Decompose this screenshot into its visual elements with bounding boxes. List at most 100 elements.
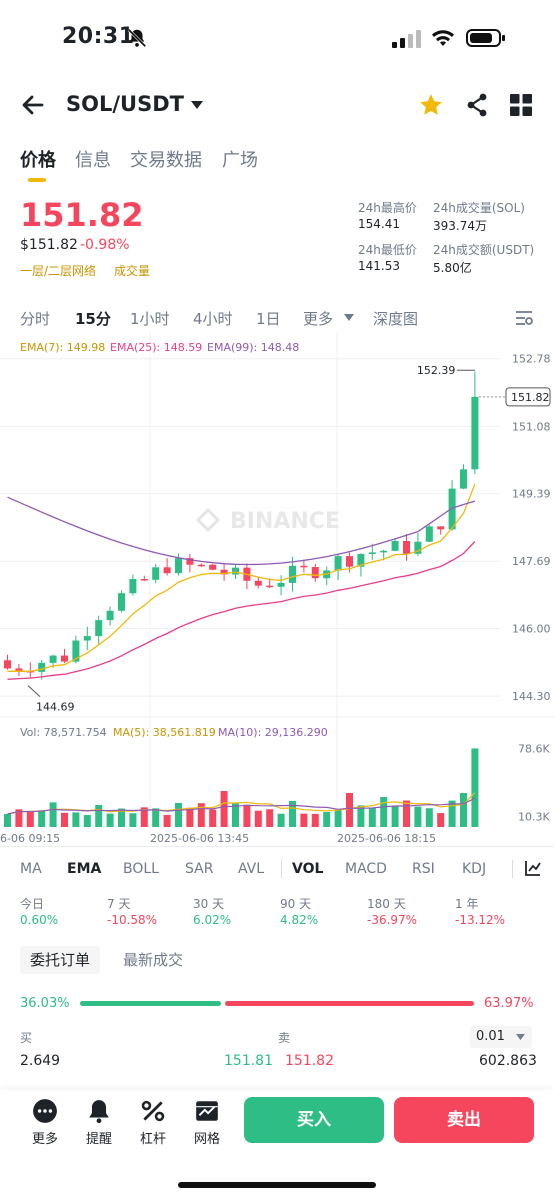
back-arrow-icon[interactable] (20, 92, 46, 118)
indicator-chart-icon[interactable] (524, 859, 542, 877)
more-caret-icon[interactable] (344, 314, 354, 322)
layout-grid-icon[interactable] (510, 94, 532, 116)
ma10-volume-line (7, 797, 476, 815)
leverage-label[interactable]: 杠杆 (140, 1132, 167, 1147)
volume-bar (38, 810, 46, 827)
ask-header: 卖 (278, 1031, 291, 1045)
volume-bar (311, 813, 319, 827)
volume-bar (368, 807, 376, 827)
candle-body (391, 540, 399, 551)
precision-select[interactable]: 0.01 (470, 1026, 532, 1048)
volume-bar (61, 812, 68, 827)
interval-15m[interactable]: 15分 (75, 310, 111, 328)
candle-body (220, 569, 228, 575)
bid-quantity[interactable]: 2.649 (20, 1053, 61, 1069)
tab-price[interactable]: 价格 (20, 150, 56, 171)
period-label: 7 天 (107, 897, 131, 911)
interval-1h[interactable]: 1小时 (130, 310, 170, 328)
candle-body (289, 565, 296, 583)
indicator-divider (512, 860, 513, 878)
watermark: BINANCE (230, 509, 340, 534)
interval-depth[interactable]: 深度图 (373, 310, 419, 328)
volume-bar (209, 809, 217, 827)
interval-4h[interactable]: 4小时 (193, 310, 233, 328)
category-tag-volume[interactable]: 成交量 (114, 264, 151, 278)
stat-vol-usdt-label: 24h成交额(USDT) (433, 243, 535, 257)
candle-body (414, 541, 422, 554)
candle-body (106, 610, 114, 621)
indicator-ema[interactable]: EMA (67, 861, 102, 877)
interval-1d[interactable]: 1日 (256, 310, 281, 328)
stat-vol-usdt-value: 5.80亿 (433, 261, 472, 275)
precision-caret-icon (516, 1034, 525, 1041)
candle-body (4, 660, 11, 669)
bid-price[interactable]: 151.81 (224, 1053, 273, 1069)
candle-body (403, 540, 410, 554)
alert-label[interactable]: 提醒 (86, 1132, 113, 1147)
grid-trading-icon[interactable] (194, 1098, 220, 1124)
volume-bar (140, 807, 148, 827)
period-change: 6.02% (193, 913, 232, 927)
time-tick-label: 2025-06-06 18:15 (337, 832, 436, 845)
volume-bar (95, 805, 103, 827)
interval-time[interactable]: 分时 (20, 310, 51, 328)
leverage-icon[interactable] (140, 1098, 166, 1124)
wifi-icon (432, 30, 454, 46)
tab-info[interactable]: 信息 (75, 150, 111, 171)
stat-vol-sol-value: 393.74万 (433, 219, 487, 233)
ema7-legend: EMA(7): 149.98 (20, 341, 106, 354)
period-label: 30 天 (193, 897, 225, 911)
candle-body (38, 662, 46, 672)
tab-order-book[interactable]: 委托订单 (20, 946, 101, 974)
ask-price[interactable]: 151.82 (285, 1053, 334, 1069)
candle-body (266, 585, 274, 588)
price-change-percent: -0.98% (80, 237, 130, 253)
ma10-volume-legend: MA(10): 29,136.290 (218, 726, 328, 739)
period-change: -13.12% (455, 913, 506, 927)
category-tag-layer[interactable]: 一层/二层网络 (20, 264, 97, 278)
indicator-vol[interactable]: VOL (292, 861, 324, 877)
volume-bar (437, 813, 445, 827)
candle-body (129, 579, 137, 594)
indicator-kdj[interactable]: KDJ (462, 861, 487, 877)
candle-body (460, 469, 467, 489)
indicator-macd[interactable]: MACD (345, 861, 387, 877)
volume-bar (277, 813, 285, 827)
ask-quantity[interactable]: 602.863 (479, 1053, 537, 1069)
sell-button[interactable]: 卖出 (394, 1097, 534, 1143)
grid-label[interactable]: 网格 (194, 1132, 221, 1147)
volume-bar (425, 808, 433, 827)
period-change: -36.97% (367, 913, 418, 927)
tab-recent-trades[interactable]: 最新成交 (123, 951, 184, 969)
buy-button[interactable]: 买入 (244, 1097, 384, 1143)
favorite-star-icon[interactable] (418, 92, 444, 118)
ema99-line (7, 496, 476, 566)
caret-down-icon[interactable] (190, 100, 204, 110)
candlestick-chart[interactable]: 152.78 151.08 149.39 147.69 146.00 144.30 BINA… (0, 332, 554, 852)
period-label: 1 年 (455, 897, 479, 911)
ma5-volume-legend: MA(5): 38,561.819 (113, 726, 216, 739)
ema25-line (7, 541, 476, 680)
binance-logo-icon (195, 507, 221, 533)
chart-settings-icon[interactable] (514, 308, 534, 328)
alert-bell-icon[interactable] (86, 1098, 112, 1124)
indicator-avl[interactable]: AVL (238, 861, 265, 877)
interval-more[interactable]: 更多 (303, 310, 334, 328)
volume-bar (4, 813, 11, 827)
share-icon[interactable] (465, 92, 489, 118)
tab-square[interactable]: 广场 (222, 150, 258, 171)
precision-value: 0.01 (476, 1029, 505, 1044)
indicator-rsi[interactable]: RSI (412, 861, 435, 877)
sell-ratio-bar (225, 1001, 474, 1006)
time-tick-label: 2025-06-06 13:45 (150, 832, 249, 845)
tab-trading-data[interactable]: 交易数据 (130, 150, 202, 171)
active-tab-indicator (28, 178, 46, 182)
volume-bar (72, 812, 80, 827)
trading-pair-selector[interactable]: SOL/USDT (66, 92, 184, 116)
indicator-boll[interactable]: BOLL (123, 861, 159, 877)
indicator-ma[interactable]: MA (20, 861, 42, 877)
more-dots-icon[interactable] (32, 1098, 58, 1124)
indicator-sar[interactable]: SAR (185, 861, 214, 877)
stat-low-value: 141.53 (358, 259, 400, 273)
more-label[interactable]: 更多 (32, 1132, 59, 1147)
